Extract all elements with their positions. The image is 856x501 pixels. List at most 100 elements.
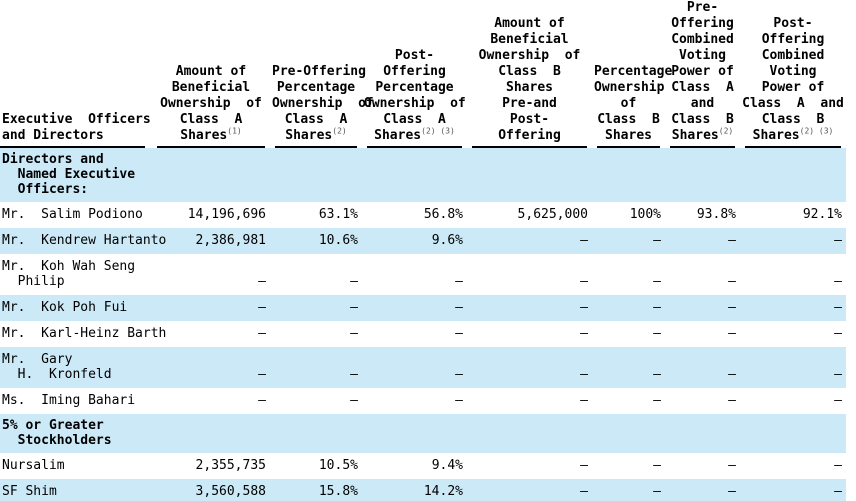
cell-value: — <box>580 233 588 248</box>
column-header-pre-offering-pct-class-a: Pre-Offering Percentage Ownership of Cla… <box>270 0 374 148</box>
cell-value: — <box>580 326 588 341</box>
cell-value: — <box>728 326 736 341</box>
column-header-amount-class-b: Amount of Beneficial Ownership of Class … <box>467 0 592 148</box>
section-title: 5% or Greater Stockholders <box>2 418 112 448</box>
column-header-text: Executive Officers and Directors <box>2 112 151 143</box>
cell-value: — <box>580 484 588 499</box>
table-row-salim-podiono: Mr. Salim Podiono 14,196,696 63.1% 56.8%… <box>0 202 846 228</box>
cell-value: — <box>728 458 736 473</box>
row-label: SF Shim <box>2 484 57 499</box>
cell-value: — <box>455 274 463 289</box>
cell-value: — <box>728 484 736 499</box>
column-header-pct-class-b: Percentage Ownership of Class B Shares <box>592 0 672 148</box>
cell-value: — <box>728 274 736 289</box>
cell-value: — <box>834 484 842 499</box>
table-row-gary-kronfeld: Mr. Gary H. Kronfeld — — — — — — — <box>0 347 846 388</box>
section-title: Directors and Named Executive Officers: <box>2 152 136 197</box>
cell-value: 14.2% <box>423 484 463 499</box>
column-header-pre-offering-voting-power: Pre- Offering Combined Voting Power of C… <box>665 0 740 148</box>
row-label: Mr. Koh Wah Seng Philip <box>2 259 136 289</box>
cell-value: — <box>580 458 588 473</box>
cell-value: — <box>653 484 661 499</box>
cell-value: 9.4% <box>431 458 463 473</box>
cell-value: — <box>455 393 463 408</box>
cell-value: — <box>350 393 358 408</box>
table-row-karl-heinz-barth: Mr. Karl-Heinz Barth — — — — — — — <box>0 321 846 347</box>
column-header-text: Pre- Offering Combined Voting Power of C… <box>671 0 734 143</box>
cell-value: — <box>350 300 358 315</box>
cell-value: 10.5% <box>318 458 358 473</box>
table-row-koh-wah-seng-philip: Mr. Koh Wah Seng Philip — — — — — — — <box>0 254 846 295</box>
row-label: Mr. Kok Poh Fui <box>2 300 128 315</box>
cell-value: 5,625,000 <box>517 207 588 222</box>
cell-value: 100% <box>629 207 661 222</box>
cell-value: — <box>653 458 661 473</box>
section-row-stockholders: 5% or Greater Stockholders <box>0 414 846 453</box>
cell-value: 2,386,981 <box>195 233 266 248</box>
cell-value: 56.8% <box>423 207 463 222</box>
cell-value: 14,196,696 <box>187 207 266 222</box>
section-row-directors: Directors and Named Executive Officers: <box>0 148 846 202</box>
cell-value: — <box>834 458 842 473</box>
cell-value: 2,355,735 <box>195 458 266 473</box>
cell-value: — <box>455 367 463 382</box>
cell-value: — <box>258 393 266 408</box>
cell-value: — <box>258 300 266 315</box>
row-label: Mr. Karl-Heinz Barth <box>2 326 167 341</box>
cell-value: — <box>350 326 358 341</box>
cell-value: — <box>834 233 842 248</box>
cell-value: 63.1% <box>318 207 358 222</box>
cell-value: — <box>834 300 842 315</box>
column-header-text: Percentage Ownership of Class B Shares <box>594 64 673 143</box>
footnote-marker: (2) <box>718 126 734 136</box>
cell-value: — <box>258 367 266 382</box>
footnote-marker: (2) <box>332 126 347 136</box>
table-row-kendrew-hartanto: Mr. Kendrew Hartanto 2,386,981 10.6% 9.6… <box>0 228 846 254</box>
row-label: Mr. Kendrew Hartanto <box>2 233 167 248</box>
row-label: Ms. Iming Bahari <box>2 393 136 408</box>
row-label: Mr. Gary H. Kronfeld <box>2 352 112 382</box>
row-label: Nursalim <box>2 458 65 473</box>
cell-value: — <box>653 274 661 289</box>
cell-value: — <box>834 274 842 289</box>
column-header-post-offering-voting-power: Post- Offering Combined Voting Power of … <box>740 0 846 148</box>
cell-value: — <box>728 367 736 382</box>
table-row-sf-shim: SF Shim 3,560,588 15.8% 14.2% — — — — <box>0 479 846 501</box>
footnote-marker: (2) (3) <box>421 126 455 136</box>
cell-value: 93.8% <box>696 207 736 222</box>
row-label: Mr. Salim Podiono <box>2 207 143 222</box>
cell-value: 9.6% <box>431 233 463 248</box>
column-header-text: Amount of Beneficial Ownership of Class … <box>478 16 581 143</box>
column-header-executive-officers: Executive Officers and Directors <box>0 0 152 148</box>
cell-value: — <box>653 367 661 382</box>
column-header-text: Post- Offering Percentage Ownership of C… <box>364 48 466 143</box>
cell-value: — <box>834 326 842 341</box>
cell-value: — <box>728 393 736 408</box>
footnote-marker: (1) <box>227 126 242 136</box>
cell-value: — <box>728 233 736 248</box>
cell-value: — <box>580 300 588 315</box>
column-header-text: Pre-Offering Percentage Ownership of Cla… <box>272 64 374 143</box>
header-row: Executive Officers and Directors Amount … <box>0 0 846 148</box>
cell-value: — <box>653 393 661 408</box>
cell-value: 92.1% <box>802 207 842 222</box>
cell-value: 15.8% <box>318 484 358 499</box>
cell-value: — <box>653 233 661 248</box>
footnote-marker: (2) (3) <box>799 126 834 136</box>
cell-value: — <box>580 367 588 382</box>
column-header-amount-class-a: Amount of Beneficial Ownership of Class … <box>152 0 270 148</box>
cell-value: — <box>580 274 588 289</box>
cell-value: — <box>350 367 358 382</box>
cell-value: — <box>455 326 463 341</box>
cell-value: 10.6% <box>318 233 358 248</box>
cell-value: — <box>728 300 736 315</box>
cell-value: — <box>653 326 661 341</box>
cell-value: — <box>350 274 358 289</box>
table-row-iming-bahari: Ms. Iming Bahari — — — — — — — <box>0 388 846 414</box>
cell-value: — <box>455 300 463 315</box>
table-row-kok-poh-fui: Mr. Kok Poh Fui — — — — — — — <box>0 295 846 321</box>
cell-value: — <box>834 393 842 408</box>
column-header-text: Amount of Beneficial Ownership of Class … <box>160 64 262 143</box>
table-row-nursalim: Nursalim 2,355,735 10.5% 9.4% — — — — <box>0 453 846 479</box>
